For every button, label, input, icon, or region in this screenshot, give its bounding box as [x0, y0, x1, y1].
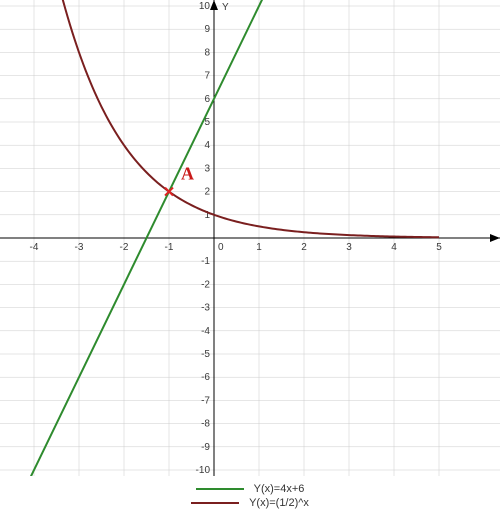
svg-text:6: 6 — [204, 94, 210, 105]
chart-plot: 5-4-3-2-1012345-10-9-8-7-6-5-4-3-2-11234… — [0, 0, 500, 476]
legend-label-line: Y(x)=4x+6 — [254, 483, 305, 495]
legend-item-line: Y(x)=4x+6 — [0, 482, 500, 496]
svg-text:-4: -4 — [201, 326, 210, 337]
svg-text:A: A — [181, 164, 194, 184]
svg-text:1: 1 — [256, 242, 262, 253]
svg-text:3: 3 — [346, 242, 352, 253]
svg-text:-5: -5 — [201, 349, 210, 360]
svg-text:-10: -10 — [196, 465, 211, 476]
legend: Y(x)=4x+6 Y(x)=(1/2)^x — [0, 482, 500, 510]
svg-text:-1: -1 — [201, 256, 210, 267]
svg-text:-3: -3 — [75, 242, 84, 253]
svg-text:2: 2 — [301, 242, 307, 253]
svg-text:-8: -8 — [201, 419, 210, 430]
svg-text:9: 9 — [204, 24, 210, 35]
svg-text:5: 5 — [436, 242, 442, 253]
svg-text:3: 3 — [204, 163, 210, 174]
svg-text:-2: -2 — [120, 242, 129, 253]
svg-text:-4: -4 — [30, 242, 39, 253]
svg-text:-9: -9 — [201, 442, 210, 453]
svg-text:-1: -1 — [165, 242, 174, 253]
svg-text:7: 7 — [204, 71, 210, 82]
svg-text:2: 2 — [204, 187, 210, 198]
svg-text:4: 4 — [204, 140, 210, 151]
svg-text:4: 4 — [391, 242, 397, 253]
legend-swatch-exp — [191, 502, 239, 504]
svg-text:-6: -6 — [201, 372, 210, 383]
legend-item-exp: Y(x)=(1/2)^x — [0, 496, 500, 510]
svg-text:8: 8 — [204, 47, 210, 58]
chart-container: 5-4-3-2-1012345-10-9-8-7-6-5-4-3-2-11234… — [0, 0, 500, 512]
legend-swatch-line — [196, 488, 244, 490]
legend-label-exp: Y(x)=(1/2)^x — [249, 497, 309, 509]
svg-text:10: 10 — [199, 1, 211, 12]
svg-text:-3: -3 — [201, 303, 210, 314]
svg-text:-7: -7 — [201, 395, 210, 406]
svg-text:Y: Y — [222, 2, 229, 13]
svg-text:0: 0 — [218, 242, 224, 253]
svg-text:-2: -2 — [201, 279, 210, 290]
